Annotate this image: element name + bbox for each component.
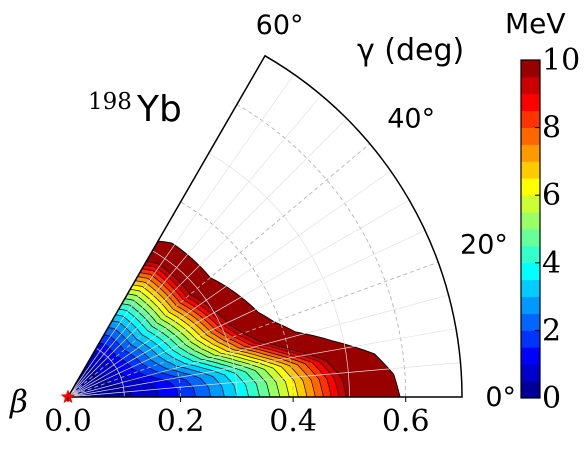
angular-gridline <box>67 170 391 398</box>
angular-gridline <box>67 74 295 398</box>
colorbar-segment <box>521 279 540 297</box>
colorbar-segment <box>521 110 540 128</box>
radial-gridline <box>180 201 294 398</box>
angular-tick-label: 20° <box>460 230 508 261</box>
colorbar-segment <box>521 245 540 264</box>
colorbar-tick-label: 10 <box>542 43 580 78</box>
beta-axis-label: β <box>9 384 28 420</box>
angular-tick-label: 60° <box>256 10 304 41</box>
colorbar-segment <box>521 93 540 112</box>
colorbar-segment <box>521 229 540 247</box>
mass-number: 198 <box>88 89 132 115</box>
colorbar-unit-label: MeV <box>505 7 566 40</box>
colorbar-segment <box>521 144 540 162</box>
colorbar-tick-label: 8 <box>542 111 561 146</box>
element-symbol: Yb <box>136 89 182 130</box>
angular-gridline <box>67 118 347 398</box>
axis-label-layer: 0.0 0.2 0.4 0.6 0° 20° 40° 60° <box>44 10 516 439</box>
angular-tick-label: 0° <box>485 382 516 413</box>
radial-tick-label: 0.0 <box>44 404 92 439</box>
colorbar-segment <box>521 296 540 314</box>
angular-gridline <box>67 261 439 398</box>
colorbar: 0 2 4 6 8 10 <box>520 43 580 416</box>
radial-tick-label: 0.2 <box>157 404 205 439</box>
colorbar-segment <box>521 347 540 365</box>
colorbar-segment <box>521 76 540 95</box>
colorbar-tick-label: 4 <box>542 246 561 281</box>
radial-tick-label: 0.6 <box>382 404 430 439</box>
colorbar-tick-label: 6 <box>542 178 561 213</box>
colorbar-segment <box>521 330 540 348</box>
angular-gridline <box>67 199 410 398</box>
colorbar-segment <box>521 161 540 179</box>
colorbar-segment <box>521 212 540 230</box>
angular-gridline <box>67 328 457 398</box>
colorbar-segment <box>521 60 540 78</box>
colorbar-segment <box>521 364 540 382</box>
angular-gridline <box>67 362 461 398</box>
gamma-axis-label: γ (deg) <box>357 33 464 68</box>
angular-gridline <box>67 294 449 398</box>
wedge-outline <box>66 54 463 398</box>
colorbar-segment <box>521 313 540 331</box>
angular-gridline <box>67 230 426 398</box>
colorbar-outline <box>520 59 541 399</box>
colorbar-segment <box>521 127 540 145</box>
colorbar-segment <box>521 381 540 399</box>
polar-grid <box>67 74 461 398</box>
colorbar-tick-label: 2 <box>542 313 561 348</box>
colorbar-segment <box>521 178 540 196</box>
radial-tick-label: 0.4 <box>269 404 317 439</box>
colorbar-tick-label: 0 <box>542 381 561 416</box>
colorbar-segment <box>521 262 540 281</box>
nucleus-label: 198 Yb <box>88 89 182 130</box>
angular-gridline <box>67 94 322 398</box>
colorbar-segment <box>521 195 540 213</box>
angular-tick-label: 40° <box>387 103 435 134</box>
angular-gridline <box>67 143 371 398</box>
